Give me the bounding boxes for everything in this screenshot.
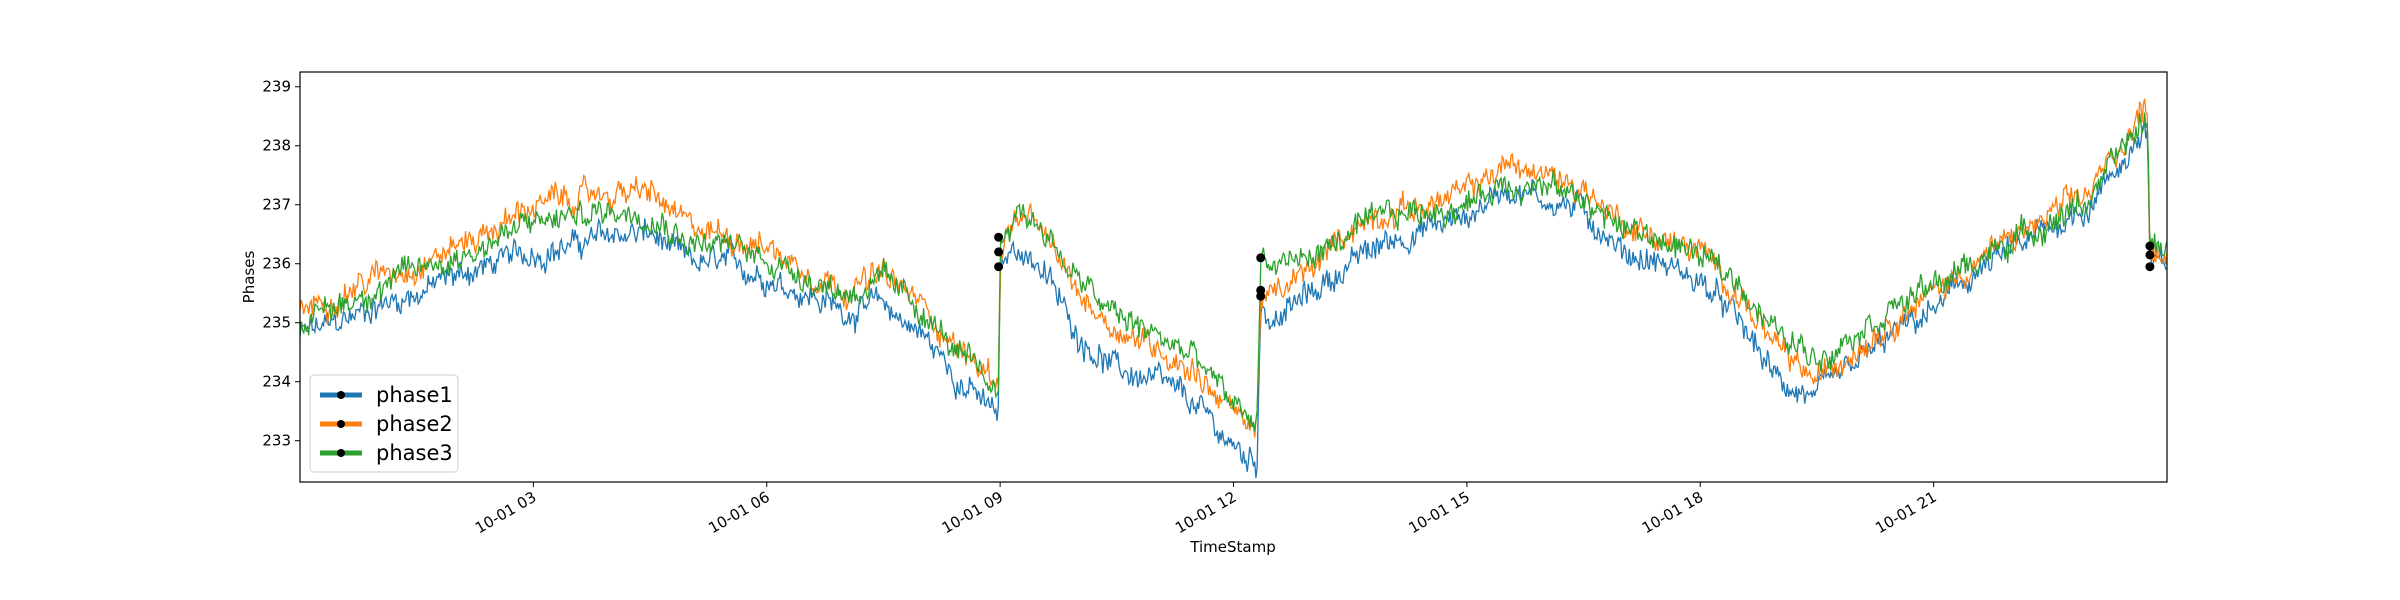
y-tick-label-235: 235	[262, 314, 291, 332]
legend: phase1 phase2 phase3	[309, 374, 459, 473]
x-axis-label: TimeStamp	[1189, 538, 1275, 556]
marker-phase1-3	[2145, 262, 2155, 272]
legend-label-phase2: phase2	[376, 412, 453, 436]
series-layer	[299, 98, 2168, 479]
y-tick-label-236: 236	[262, 255, 291, 273]
marker-phase3-3	[2145, 241, 2155, 251]
marker-phase3-1	[994, 232, 1004, 242]
series-line-phase1	[299, 122, 2168, 479]
marker-phase2-1	[994, 247, 1004, 257]
marker-phase3-2	[1256, 253, 1266, 263]
legend-label-phase3: phase3	[376, 441, 453, 465]
marker-phase1-1	[994, 262, 1004, 272]
marker-layer	[994, 232, 2155, 301]
marker-phase2-3	[2145, 250, 2155, 260]
marker-phase2-2	[1256, 285, 1266, 295]
y-tick-label-237: 237	[262, 196, 291, 214]
legend-marker-phase2	[337, 420, 345, 428]
legend-box	[309, 374, 459, 473]
y-tick-label-239: 239	[262, 78, 291, 96]
y-axis: 233 234 235 236 237 238 239	[262, 78, 300, 450]
y-tick-label-233: 233	[262, 432, 291, 450]
y-axis-label: Phases	[240, 251, 258, 304]
legend-marker-phase1	[337, 391, 345, 399]
y-tick-label-238: 238	[262, 137, 291, 155]
series-line-phase3	[299, 112, 2168, 432]
legend-marker-phase3	[337, 449, 345, 457]
legend-label-phase1: phase1	[376, 383, 453, 407]
y-tick-label-234: 234	[262, 373, 291, 391]
